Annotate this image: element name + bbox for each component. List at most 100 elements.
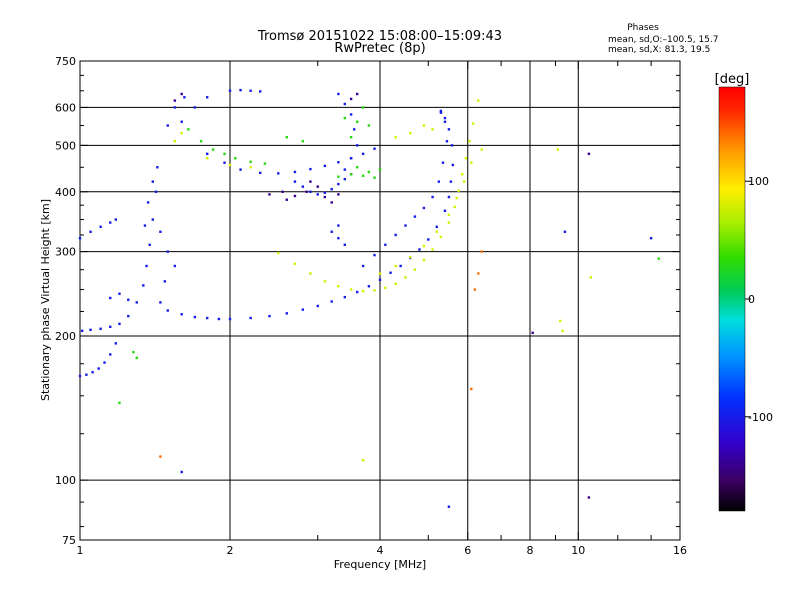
echo-point (109, 296, 112, 300)
echo-point (447, 195, 451, 199)
echo-point (559, 319, 562, 323)
echo-point (462, 180, 466, 183)
echo-point (293, 194, 297, 198)
x-axis-ticks: 1 2 4 6 8 10 16 (77, 61, 687, 557)
echo-point (422, 244, 426, 248)
echo-point (367, 285, 371, 288)
echo-point (316, 193, 319, 196)
echo-point (173, 264, 177, 268)
echo-point (361, 264, 365, 268)
colorbar-tick-label: -100 (748, 411, 773, 424)
echo-point (143, 224, 147, 227)
echo-point (173, 99, 177, 102)
echo-point (305, 190, 308, 193)
colorbar-label: [deg] (715, 72, 750, 87)
echo-point (223, 152, 226, 156)
echo-point (337, 224, 340, 227)
echo-point (649, 236, 653, 240)
echo-point (156, 166, 159, 169)
echo-point (109, 353, 112, 356)
x-tick-label: 16 (673, 544, 687, 557)
echo-point (343, 243, 347, 246)
echo-point (301, 140, 305, 143)
echo-point (394, 233, 397, 237)
echo-point (99, 225, 102, 229)
echo-point (384, 243, 387, 246)
echo-point (97, 367, 100, 370)
echo-point (367, 124, 371, 127)
echo-point (349, 157, 353, 160)
echo-point (142, 284, 145, 287)
echo-point (91, 371, 94, 374)
echo-point (85, 373, 88, 376)
colorbar-tick-label: 0 (748, 293, 755, 306)
echo-point (205, 316, 209, 320)
echo-point (285, 135, 288, 139)
echo-point (373, 253, 376, 257)
echo-point (316, 304, 319, 308)
echo-point (394, 264, 397, 268)
echo-point (330, 230, 333, 233)
y-axis-label: Stationary phase Virtual Height [km] (39, 199, 52, 401)
echo-point (187, 128, 190, 131)
echo-point (443, 116, 447, 120)
phase-stats-o: mean, sd,O:–100.5, 15.7 (608, 35, 719, 45)
echo-point (80, 329, 84, 333)
echo-point (159, 230, 162, 233)
echo-point (355, 144, 359, 147)
echo-point (480, 148, 483, 151)
echo-point (239, 168, 242, 171)
echo-point (361, 459, 365, 462)
y-tick-label: 600 (55, 101, 76, 114)
echo-point (193, 106, 197, 109)
echo-point (431, 128, 434, 131)
echo-point (151, 180, 155, 183)
echo-point (323, 164, 327, 168)
echo-point (223, 161, 226, 164)
y-tick-label: 75 (62, 534, 76, 547)
echo-point (343, 168, 347, 171)
echo-point (337, 182, 340, 186)
echo-point (589, 276, 593, 279)
echo-point (355, 120, 359, 123)
echo-point (349, 173, 353, 176)
echo-point (361, 152, 365, 156)
grid-lines (80, 61, 680, 540)
echo-point (455, 196, 458, 200)
echo-point (285, 198, 288, 201)
echo-point (205, 157, 209, 160)
echo-point (409, 256, 412, 259)
echo-point (183, 96, 186, 99)
echo-point (163, 280, 167, 283)
y-tick-label: 400 (55, 186, 76, 199)
echo-point (378, 272, 382, 275)
x-tick-label: 8 (527, 544, 534, 557)
echo-point (441, 161, 445, 164)
echo-point (349, 113, 353, 116)
colorbar-ticks: 100 0 -100 (745, 175, 773, 424)
echo-point (109, 325, 112, 329)
echo-point (447, 221, 451, 224)
x-tick-label: 6 (464, 544, 471, 557)
echo-point (413, 268, 417, 271)
echo-point (352, 128, 356, 131)
echo-point (330, 201, 333, 204)
echo-point (587, 152, 591, 156)
chart-title: Tromsø 20151022 15:08:00–15:09:43 (257, 29, 502, 44)
echo-point (343, 177, 347, 181)
colorbar-gradient (718, 86, 746, 512)
echo-point (449, 180, 453, 183)
echo-point (316, 185, 319, 188)
echo-point (404, 276, 407, 279)
echo-point (159, 301, 162, 304)
echo-point (453, 205, 456, 209)
phase-stats-heading: Phases (627, 23, 659, 33)
echo-point (477, 272, 480, 275)
echo-point (422, 258, 426, 262)
echo-point (301, 185, 305, 188)
y-tick-label: 500 (55, 139, 76, 152)
y-axis-ticks: 75 100 200 300 400 500 600 750 (55, 55, 680, 547)
x-tick-label: 10 (571, 544, 585, 557)
echo-point (464, 157, 468, 160)
echo-point (361, 174, 365, 177)
